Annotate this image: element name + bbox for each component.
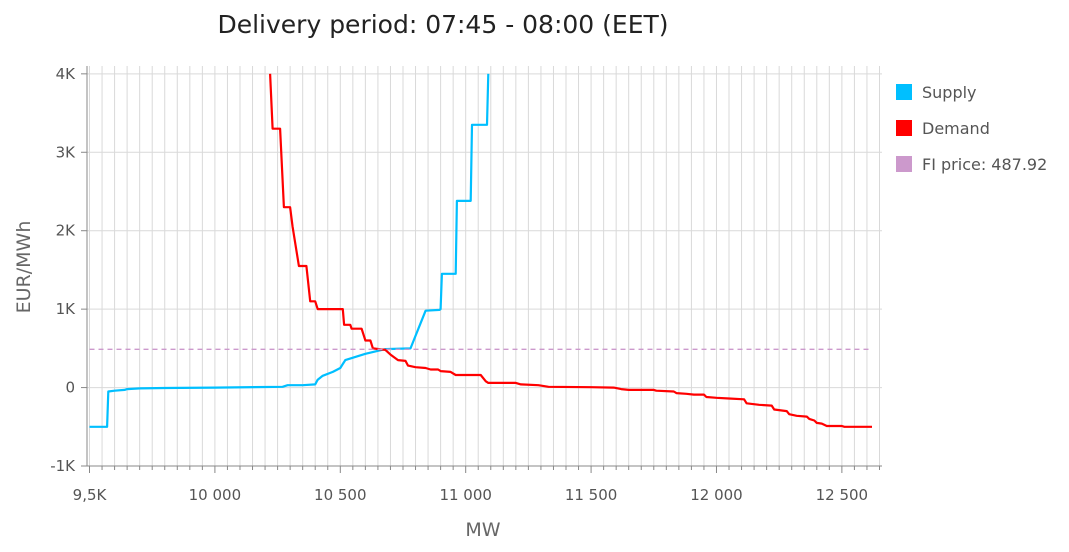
x-tick-label: 10 000 — [189, 486, 242, 504]
x-tick-label: 12 500 — [816, 486, 869, 504]
legend-label: Supply — [922, 82, 977, 102]
legend-swatch — [896, 84, 912, 100]
tick-labels: -1K 0 1K 2K 3K 4K 9,5K 10 000 10 500 11 000 11 500… — [50, 65, 868, 504]
y-axis-title: EUR/MWh — [13, 221, 35, 314]
legend-item[interactable]: FI price: 487.92 — [896, 146, 1047, 182]
y-tick-label: 0 — [65, 379, 75, 397]
legend-item[interactable]: Demand — [896, 110, 1047, 146]
x-tick-label: 11 500 — [565, 486, 618, 504]
legend-label: Demand — [922, 118, 990, 138]
y-tick-label: 2K — [56, 222, 77, 240]
axes — [81, 66, 882, 473]
legend: Supply Demand FI price: 487.92 — [896, 74, 1047, 182]
chart-title: Delivery period: 07:45 - 08:00 (EET) — [217, 10, 669, 39]
grid — [87, 66, 882, 467]
y-tick-label: 1K — [56, 300, 77, 318]
x-tick-label: 10 500 — [314, 486, 367, 504]
series-line-supply — [89, 73, 490, 428]
y-tick-label: 4K — [56, 65, 77, 83]
x-tick-label: 12 000 — [690, 486, 743, 504]
legend-swatch — [896, 156, 912, 172]
series-layer — [89, 73, 872, 428]
y-tick-label: -1K — [50, 457, 76, 475]
legend-label: FI price: 487.92 — [922, 154, 1048, 174]
series-line-demand — [269, 73, 872, 428]
legend-item[interactable]: Supply — [896, 74, 1047, 110]
x-tick-label: 11 000 — [439, 486, 492, 504]
x-axis-title: MW — [465, 519, 500, 541]
legend-swatch — [896, 120, 912, 136]
x-tick-label: 9,5K — [73, 486, 108, 504]
y-tick-label: 3K — [56, 143, 77, 161]
